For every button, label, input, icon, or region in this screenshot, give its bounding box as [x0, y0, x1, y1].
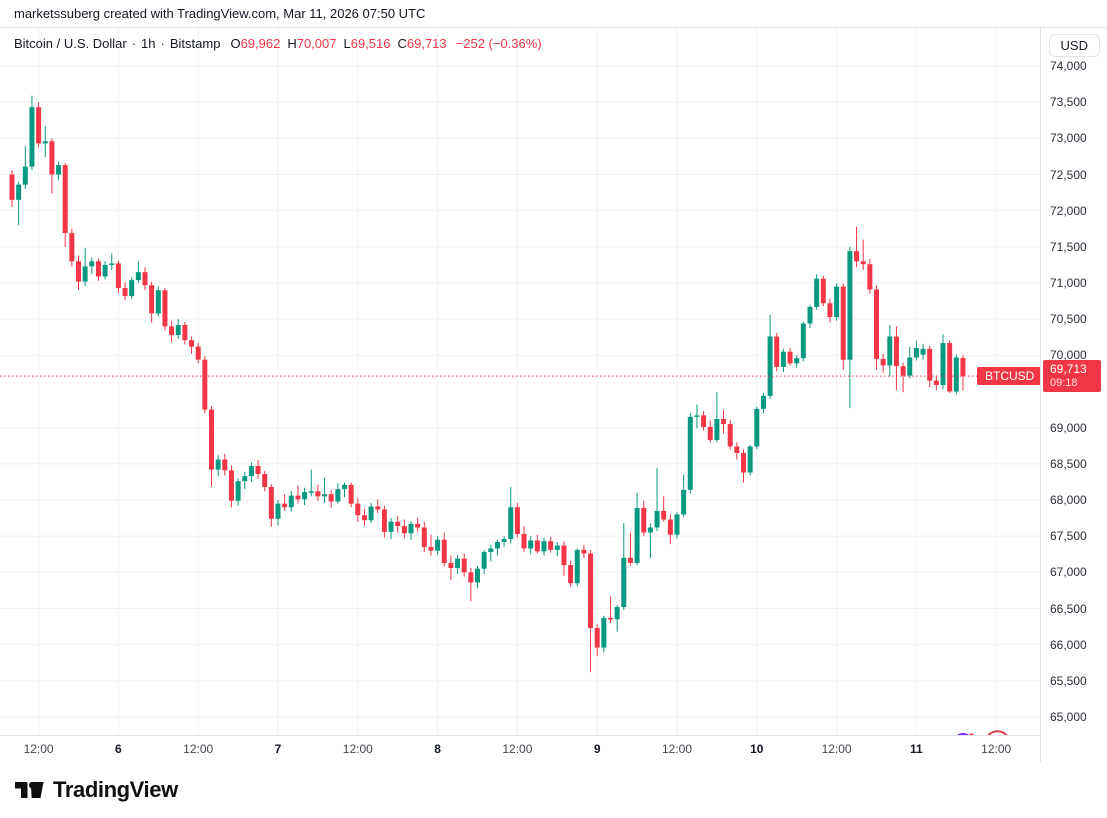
price-tick-label: 70,500	[1050, 312, 1087, 327]
tradingview-logo-icon	[15, 782, 44, 798]
last-price-axis-label: 69,713 09:18	[1043, 360, 1101, 393]
time-tick-label: 12:00	[23, 742, 54, 756]
tradingview-logo[interactable]: TradingView	[14, 777, 178, 803]
symbol-title: Bitcoin / U.S. Dollar	[14, 36, 127, 51]
price-tick-label: 68,000	[1050, 493, 1087, 507]
separator-dot: ·	[131, 36, 137, 51]
price-tick-label: 66,500	[1050, 601, 1087, 616]
time-tick-label: 12:00	[821, 742, 852, 756]
time-tick-label: 12:00	[661, 742, 693, 756]
symbol-header: Bitcoin / U.S. Dollar · 1h · Bitstamp O6…	[14, 36, 542, 51]
time-tick-day-label: 6	[115, 742, 122, 756]
last-price-value: 69,713	[1050, 362, 1087, 377]
brand-bar: TradingView	[0, 762, 1107, 818]
candlestick-plot	[0, 28, 1040, 735]
time-tick-day-label: 8	[434, 742, 441, 756]
ohlc-pair: L69,516	[343, 36, 391, 51]
currency-toggle-button[interactable]: USD	[1048, 34, 1100, 57]
time-tick-day-label: 11	[910, 742, 923, 756]
price-tick-label: 68,500	[1050, 456, 1087, 471]
separator-dot: ·	[160, 36, 165, 51]
price-tick-label: 65,000	[1050, 710, 1087, 724]
ohlc-pair: C69,713	[397, 36, 447, 51]
time-tick-day-label: 9	[593, 742, 601, 756]
ohlc-values: O69,962 H70,007 L69,516 C69,713	[230, 36, 453, 51]
bar-close-countdown: 09:18	[1050, 377, 1078, 390]
price-tick-label: 72,000	[1050, 203, 1087, 218]
chart-canvas[interactable]: Bitcoin / U.S. Dollar · 1h · Bitstamp O6…	[0, 28, 1040, 735]
price-tick-label: 71,500	[1050, 239, 1087, 254]
attribution-bar: marketssuberg created with TradingView.c…	[0, 0, 1107, 28]
price-tick-label: 70,000	[1050, 348, 1087, 363]
ohlc-pair: H70,007	[287, 36, 337, 51]
price-tick-label: 67,000	[1050, 565, 1087, 580]
interval-label: 1h	[141, 36, 156, 51]
price-tick-label: 65,500	[1050, 673, 1087, 688]
price-tick-label: 73,500	[1050, 95, 1087, 110]
time-scale-axis[interactable]: 12:00 6 12:00 7 12:00 8 12:00 9 12:00 10 12:00 11 12…	[0, 735, 1040, 762]
price-tick-label: 71,000	[1050, 276, 1087, 290]
exchange-label: Bitstamp	[169, 36, 221, 51]
us-flag-icon[interactable]	[983, 729, 1011, 735]
time-tick-label: 12:00	[502, 742, 533, 756]
price-tick-label: 73,000	[1050, 131, 1087, 146]
price-tick-label: 69,000	[1050, 420, 1087, 435]
time-tick-label: 12:00	[342, 742, 373, 756]
time-tick-label: 12:00	[183, 742, 214, 756]
change-value: −252 (−0.36%)	[455, 36, 542, 51]
attribution-text: marketssuberg created with TradingView.c…	[14, 6, 426, 21]
time-tick-label: 12:00	[981, 742, 1012, 756]
price-scale-axis[interactable]: USD 74,000 73,500 73,000 72,500 72,000 71,500…	[1040, 28, 1107, 762]
last-price-symbol-tag: BTCUSD	[977, 367, 1040, 386]
time-tick-day-label: 10	[750, 742, 764, 756]
price-tick-label: 67,500	[1050, 529, 1087, 544]
time-tick-day-label: 7	[274, 742, 282, 756]
floating-widgets	[948, 729, 1011, 735]
price-tick-label: 74,000	[1050, 59, 1087, 73]
tradingview-wordmark: TradingView	[53, 777, 178, 802]
price-tick-label: 66,000	[1050, 637, 1087, 652]
ohlc-pair: O69,962	[230, 36, 281, 51]
price-tick-label: 72,500	[1050, 167, 1087, 182]
spark-lightning-icon[interactable]	[948, 729, 976, 735]
